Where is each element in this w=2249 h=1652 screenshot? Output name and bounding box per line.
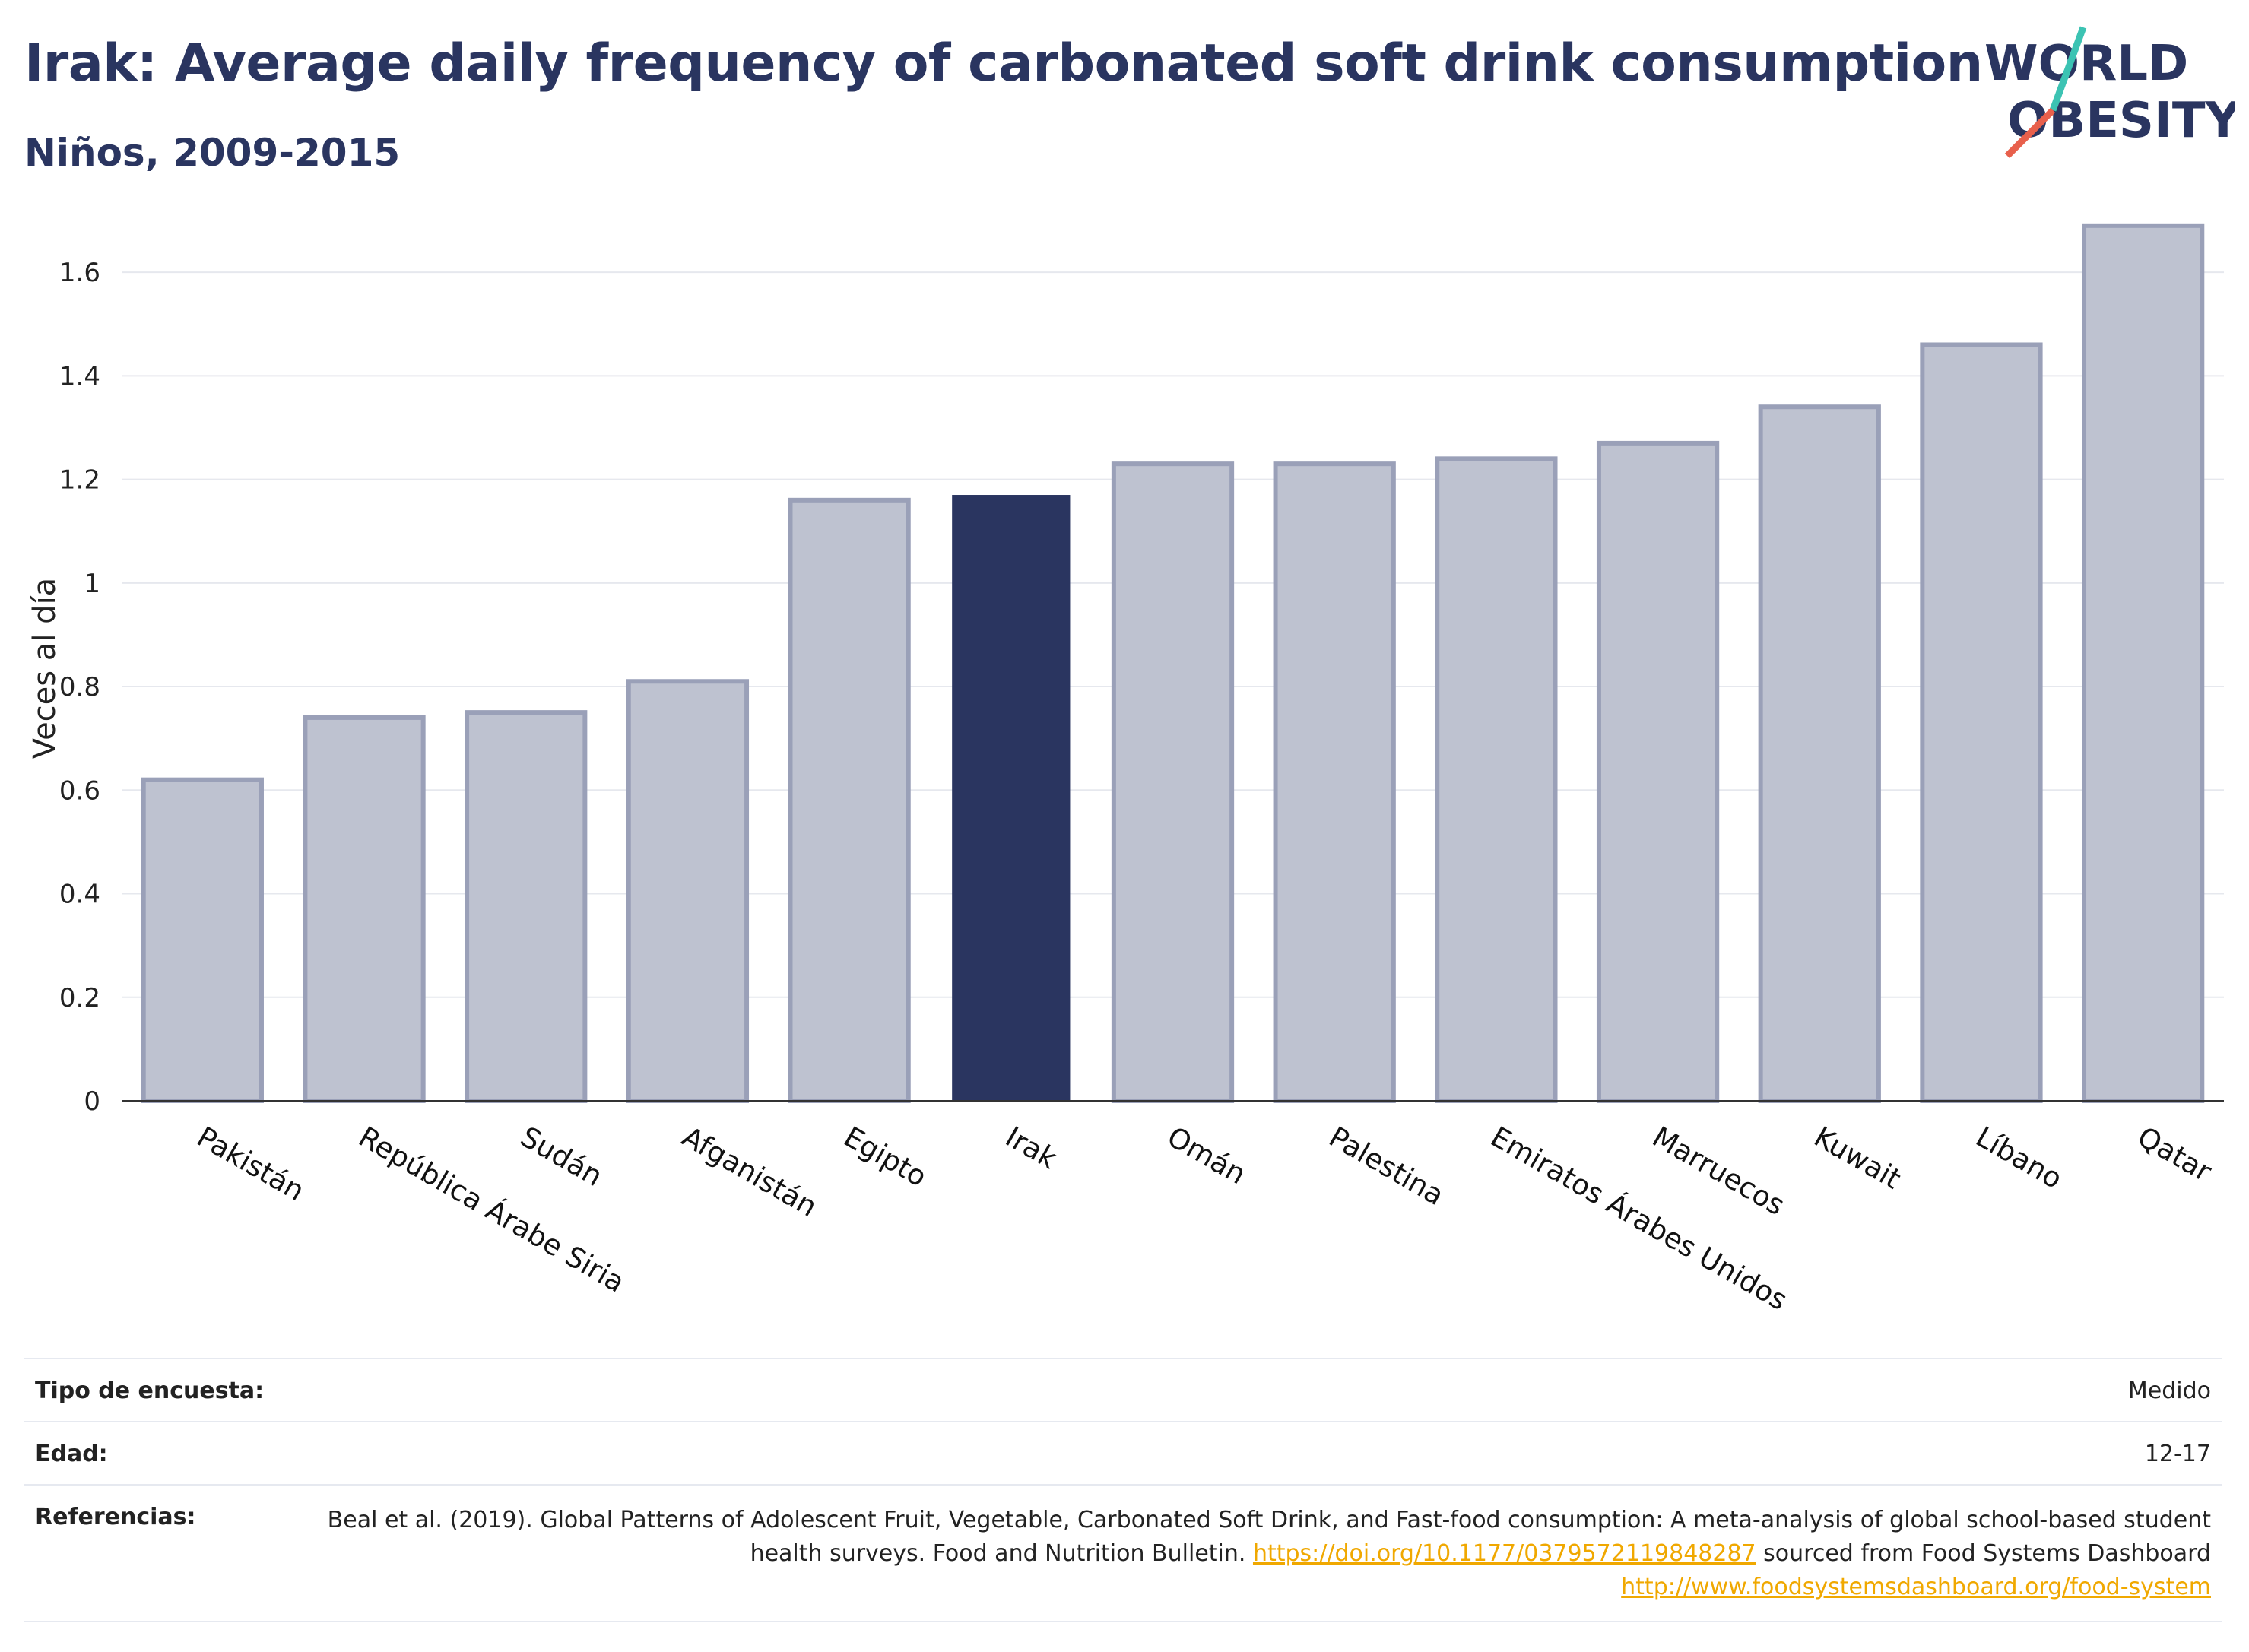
y-tick-labels: 0 0.2 0.4 0.6 0.8 1 1.2 1.4 1.6 <box>59 258 100 1117</box>
y-tick-label: 0 <box>84 1086 100 1117</box>
food-systems-link[interactable]: http://www.foodsystemsdashboard.org/food… <box>1621 1574 2211 1600</box>
survey-type-row: Tipo de encuesta: Medido <box>24 1358 2222 1421</box>
x-tick-label: Omán <box>1162 1121 1251 1191</box>
bar-qatar[interactable] <box>2082 223 2205 1103</box>
bar-om-n[interactable] <box>1111 461 1235 1103</box>
x-tick-label: Pakistán <box>192 1121 310 1208</box>
y-tick-label: 0.8 <box>59 672 100 702</box>
bar-emiratos-rabes-unidos[interactable] <box>1435 456 1558 1103</box>
x-tick-label: Egipto <box>839 1121 933 1194</box>
y-tick-label: 0.2 <box>59 983 100 1013</box>
bars <box>141 223 2205 1104</box>
x-tick-label: Kuwait <box>1809 1121 1907 1196</box>
y-tick-label: 1.6 <box>59 258 100 288</box>
doi-link[interactable]: https://doi.org/10.1177/0379572119848287 <box>1252 1540 1756 1567</box>
bar-l-bano[interactable] <box>1920 342 2043 1103</box>
y-tick-label: 1 <box>84 569 100 599</box>
references-row: Referencias: Beal et al. (2019). Global … <box>24 1484 2222 1622</box>
world-obesity-logo: WORLD OBESITY <box>1984 26 2235 159</box>
bar-rep-blica-rabe-siria[interactable] <box>303 715 426 1103</box>
chart-subtitle: Niños, 2009-2015 <box>24 131 401 175</box>
bar-pakist-n[interactable] <box>141 777 264 1103</box>
y-tick-label: 1.4 <box>59 361 100 392</box>
age-row: Edad: 12-17 <box>24 1421 2222 1484</box>
references-text: Beal et al. (2019). Global Patterns of A… <box>310 1504 2211 1604</box>
age-value: 12-17 <box>2144 1441 2211 1467</box>
bar-afganist-n[interactable] <box>626 679 750 1103</box>
x-tick-label: Irak <box>1000 1121 1063 1176</box>
x-tick-label: Afganistán <box>677 1121 823 1224</box>
logo-slash-coral <box>2004 107 2056 159</box>
survey-type-label: Tipo de encuesta: <box>35 1378 265 1404</box>
bar-egipto[interactable] <box>788 497 911 1103</box>
bar-kuwait[interactable] <box>1758 404 1881 1103</box>
references-source: sourced from Food Systems Dashboard <box>1756 1540 2211 1567</box>
references-label: Referencias: <box>35 1504 196 1530</box>
x-tick-label: Líbano <box>1970 1121 2067 1196</box>
chart-title: Irak: Average daily frequency of carbona… <box>24 33 1983 94</box>
x-tick-label: Sudán <box>515 1121 607 1194</box>
survey-type-value: Medido <box>2127 1378 2211 1404</box>
bar-palestina[interactable] <box>1273 461 1396 1103</box>
bar-irak[interactable] <box>952 495 1071 1101</box>
bar-chart: 0 0.2 0.4 0.6 0.8 1 1.2 1.4 1.6 Pakistán Repúblic… <box>27 223 2224 1317</box>
bar-marruecos[interactable] <box>1596 440 1720 1103</box>
x-tick-label: Marruecos <box>1647 1121 1791 1222</box>
x-tick-label: Palestina <box>1324 1121 1450 1213</box>
logo-line-world: WORLD <box>1984 36 2188 92</box>
y-axis-title: Veces al día <box>27 578 62 759</box>
x-tick-label: Emiratos Árabes Unidos <box>1485 1120 1793 1317</box>
info-table: Tipo de encuesta: Medido Edad: 12-17 Ref… <box>24 1358 2222 1622</box>
y-tick-label: 1.2 <box>59 465 100 496</box>
y-tick-label: 0.6 <box>59 775 100 806</box>
age-label: Edad: <box>35 1441 108 1467</box>
logo-slash-teal <box>2049 26 2087 112</box>
x-tick-label: Qatar <box>2132 1121 2217 1189</box>
references-citation: Beal et al. (2019). Global Patterns of A… <box>327 1507 2211 1567</box>
y-tick-label: 0.4 <box>59 880 100 910</box>
bar-sud-n[interactable] <box>465 710 588 1104</box>
x-tick-label: República Árabe Siria <box>354 1120 631 1299</box>
